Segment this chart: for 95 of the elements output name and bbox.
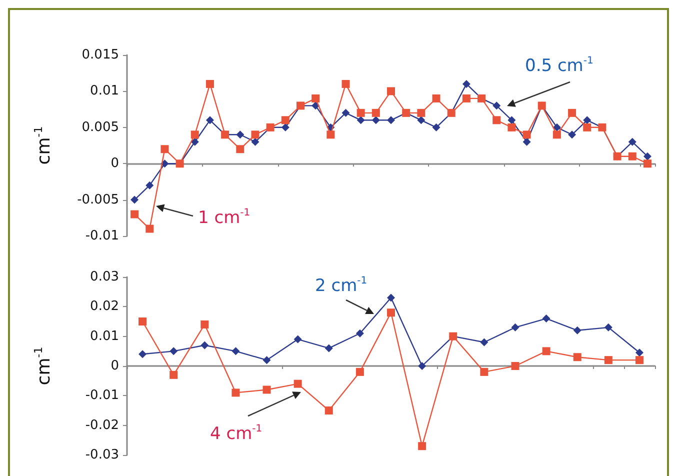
point	[635, 356, 644, 364]
point	[281, 116, 290, 124]
point	[522, 130, 531, 139]
point	[294, 335, 302, 344]
point	[294, 380, 302, 388]
point	[511, 362, 520, 370]
point	[583, 123, 592, 132]
y-tick-label: -0.01	[85, 388, 119, 404]
point	[251, 138, 260, 146]
point	[190, 130, 199, 139]
point	[262, 356, 271, 364]
point	[643, 152, 652, 160]
point	[418, 362, 426, 370]
point	[480, 368, 488, 376]
point	[628, 138, 636, 146]
point	[568, 130, 576, 139]
point	[628, 152, 636, 160]
point	[130, 196, 139, 204]
point	[160, 145, 169, 154]
point	[312, 94, 320, 102]
y-tick-label: -0.02	[85, 418, 119, 433]
point	[522, 138, 531, 146]
point	[326, 130, 335, 139]
y-tick-label: 0	[110, 156, 119, 172]
point	[146, 181, 154, 190]
point	[236, 145, 244, 154]
point	[170, 370, 178, 379]
point	[583, 116, 592, 124]
point	[432, 123, 440, 132]
point	[372, 108, 380, 117]
point	[236, 130, 244, 139]
point	[417, 116, 426, 124]
point	[138, 318, 147, 326]
point	[604, 356, 612, 364]
point	[542, 347, 550, 356]
point	[573, 326, 582, 334]
y-axis-title: cm-1	[32, 126, 55, 165]
point	[418, 442, 426, 450]
point	[511, 323, 520, 332]
point	[387, 308, 395, 317]
y-tick-label: 0.03	[90, 270, 119, 284]
point	[146, 224, 154, 233]
point	[200, 320, 209, 328]
point	[643, 160, 652, 168]
point	[324, 344, 333, 352]
point	[356, 368, 364, 376]
y-tick-label: -0.03	[85, 448, 119, 462]
point	[387, 116, 395, 124]
point	[542, 314, 550, 323]
y-tick-label: 0.01	[90, 84, 119, 99]
point	[492, 116, 501, 124]
point	[324, 406, 333, 414]
point	[232, 347, 240, 356]
y-tick-label: 0.015	[82, 48, 119, 62]
point	[232, 388, 240, 397]
point	[480, 338, 488, 346]
point	[573, 353, 582, 362]
point	[508, 123, 516, 132]
point	[342, 80, 350, 88]
y-tick-label: -0.005	[77, 192, 119, 208]
point	[356, 116, 365, 124]
y-tick-label: 0.005	[82, 120, 119, 135]
point	[190, 138, 199, 146]
point	[312, 102, 320, 110]
y-tick-label: 0	[110, 358, 119, 374]
point	[251, 130, 260, 139]
point	[138, 350, 147, 358]
point	[262, 386, 271, 394]
point	[387, 294, 395, 302]
point	[356, 329, 364, 338]
point	[387, 87, 395, 96]
point	[206, 80, 214, 88]
point	[342, 108, 350, 117]
point	[604, 323, 612, 332]
y-tick-label: 0.02	[90, 299, 119, 314]
point	[462, 94, 470, 102]
point	[200, 341, 209, 350]
point	[417, 108, 426, 117]
y-axis-title: cm-1	[32, 346, 55, 386]
point	[552, 123, 561, 132]
point	[462, 80, 470, 88]
point	[492, 102, 501, 110]
point	[356, 108, 365, 117]
point	[170, 347, 178, 356]
point	[508, 116, 516, 124]
point	[130, 210, 139, 218]
point	[635, 348, 644, 357]
point	[568, 108, 576, 117]
point	[552, 130, 561, 139]
point	[432, 94, 440, 102]
y-tick-label: 0.01	[90, 328, 119, 344]
point	[281, 123, 290, 132]
y-tick-label: -0.01	[85, 228, 119, 244]
point	[206, 116, 214, 124]
point	[372, 116, 380, 124]
